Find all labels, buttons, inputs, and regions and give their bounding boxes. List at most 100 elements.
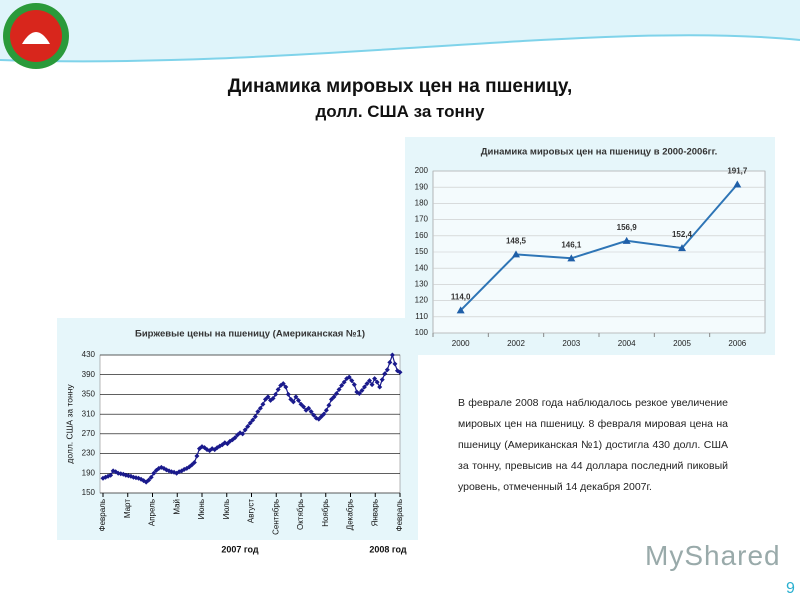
marker <box>275 387 281 392</box>
marker <box>306 405 312 411</box>
x-tick-label: Август <box>247 499 256 523</box>
marker <box>265 394 271 400</box>
marker <box>298 401 304 407</box>
y-tick-label: 200 <box>415 166 429 175</box>
marker <box>288 396 294 402</box>
y-tick-label: 150 <box>82 488 96 497</box>
x-tick-label: Июль <box>222 499 231 519</box>
x-tick-label: Сентябрь <box>271 499 280 535</box>
marker <box>146 477 152 483</box>
data-line <box>459 183 739 312</box>
data-line <box>102 353 401 483</box>
y-tick-label: 190 <box>82 468 96 477</box>
y-tick-label: 190 <box>415 182 429 191</box>
marker <box>321 411 327 417</box>
x-tick-label: Февраль <box>395 499 404 532</box>
y-tick-label: 350 <box>82 390 96 399</box>
y-tick-label: 230 <box>82 449 96 458</box>
marker <box>328 396 334 402</box>
marker <box>361 384 367 390</box>
marker <box>108 472 114 478</box>
x-tick-label: Октябрь <box>296 499 305 530</box>
wave-line <box>0 34 800 63</box>
marker <box>247 420 253 426</box>
wave <box>0 0 800 62</box>
y-tick-label: 130 <box>415 280 429 289</box>
y-tick-label: 150 <box>415 247 429 256</box>
x-tick-label: Январь <box>370 499 379 526</box>
value-label: 152,4 <box>672 230 693 239</box>
marker <box>311 412 317 418</box>
x-tick-label: Июнь <box>197 499 206 519</box>
y-axis-label: долл. США за тонну <box>64 384 74 464</box>
marker <box>384 367 390 373</box>
y-tick-label: 140 <box>415 263 429 272</box>
x-tick-label: 2003 <box>562 339 580 348</box>
marker <box>308 409 314 415</box>
x-tick-label: Февраль <box>98 499 107 532</box>
marker <box>356 390 362 396</box>
marker <box>260 401 266 407</box>
x-tick-label: 2000 <box>452 339 470 348</box>
y-tick-label: 100 <box>415 328 429 337</box>
y-tick-label: 180 <box>415 199 429 208</box>
marker <box>567 254 576 262</box>
y-tick-label: 430 <box>82 350 96 359</box>
marker <box>290 399 296 405</box>
marker <box>194 453 200 459</box>
y-tick-label: 310 <box>82 409 96 418</box>
value-label: 148,5 <box>506 237 527 246</box>
marker <box>123 472 129 478</box>
marker <box>351 382 357 388</box>
marker <box>341 379 347 385</box>
title: Динамика мировых цен на пшеницу, <box>227 76 573 97</box>
marker <box>372 376 378 382</box>
marker <box>346 374 352 380</box>
x-tick-label: 2004 <box>618 339 636 348</box>
marker <box>316 416 322 422</box>
marker <box>318 414 324 420</box>
marker <box>392 361 398 367</box>
subtitle: долл. США за тонну <box>315 102 485 121</box>
x-tick-label: Ноябрь <box>321 499 330 527</box>
marker <box>349 378 355 384</box>
value-label: 146,1 <box>561 240 582 249</box>
marker <box>364 381 370 387</box>
marker <box>252 414 258 420</box>
marker <box>257 405 263 411</box>
marker <box>270 395 276 401</box>
marker <box>295 397 301 403</box>
value-label: 156,9 <box>617 223 638 232</box>
marker <box>336 387 342 392</box>
y-tick-label: 160 <box>415 231 429 240</box>
marker <box>293 394 299 400</box>
marker <box>387 359 393 365</box>
y-tick-label: 120 <box>415 296 429 305</box>
marker <box>678 244 686 252</box>
x-tick-label: 2002 <box>507 339 525 348</box>
logo: MyShared <box>645 540 781 571</box>
emblem-figure <box>22 32 50 44</box>
marker <box>733 180 742 188</box>
chart-title: Динамика мировых цен на пшеницу в 2000-2… <box>481 147 717 158</box>
marker <box>285 391 291 397</box>
page-number: 9 <box>786 580 795 597</box>
x-tick-label: Апрель <box>148 499 157 526</box>
y-tick-label: 390 <box>82 370 96 379</box>
y-tick-label: 270 <box>82 429 96 438</box>
marker <box>148 474 154 480</box>
marker <box>242 427 248 433</box>
chart-title: Биржевые цены на пшеницу (Американская №… <box>135 329 365 340</box>
marker <box>382 371 388 377</box>
marker <box>389 352 395 358</box>
marker <box>245 423 251 429</box>
x-tick-label: Март <box>123 499 132 518</box>
marker <box>512 250 520 258</box>
marker <box>240 431 246 437</box>
period-label: 2007 год <box>221 544 259 554</box>
marker <box>397 369 403 375</box>
marker <box>280 381 286 387</box>
x-tick-label: 2006 <box>728 339 746 348</box>
